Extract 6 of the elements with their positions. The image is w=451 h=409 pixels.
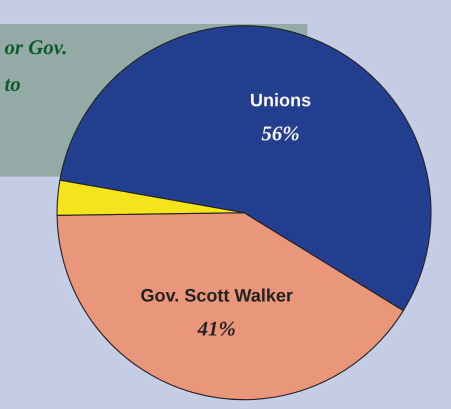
text: to [5, 79, 20, 92]
slice-label: Gov. Scott Walker [141, 288, 293, 302]
data-label: 41% [197, 322, 235, 336]
text: or Gov. [4, 40, 66, 54]
data-label: 56% [262, 126, 299, 141]
slice-label: Unions [251, 93, 310, 106]
